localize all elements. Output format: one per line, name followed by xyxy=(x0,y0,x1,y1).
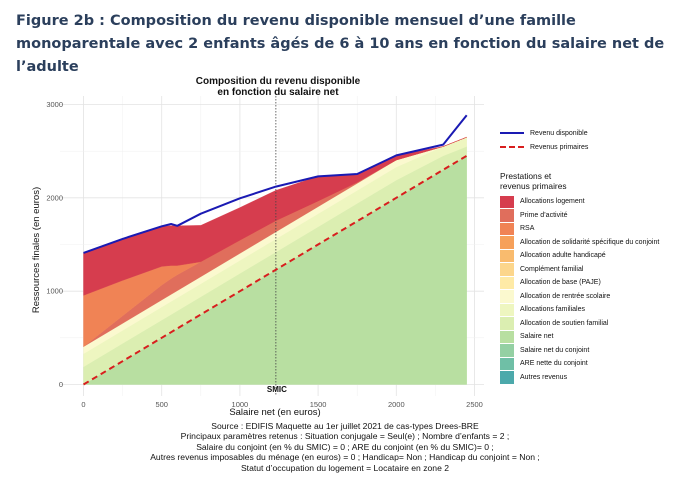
legend-item: RSA xyxy=(500,222,685,236)
legend-swatch xyxy=(500,236,514,249)
legend-swatch xyxy=(500,317,514,330)
chart-title-line-1: Composition du revenu disponible xyxy=(195,76,361,87)
x-tick-label: 0 xyxy=(81,400,85,409)
legend-line-item: Revenus primaires xyxy=(500,140,685,154)
legend-swatch xyxy=(500,344,514,357)
legend-item-label: Allocations logement xyxy=(520,198,585,206)
chart-title-line-2: en fonction du salaire net xyxy=(217,87,339,98)
source-line: Autres revenus imposables du ménage (en … xyxy=(150,452,540,463)
legend-swatch xyxy=(500,357,514,370)
legend-item-label: Allocation de rentrée scolaire xyxy=(520,292,611,300)
legend-item: Allocation de base (PAJE) xyxy=(500,276,685,290)
legend-item: Allocation adulte handicapé xyxy=(500,249,685,263)
legend-title: Prestations et revenus primaires xyxy=(500,171,685,191)
line-revenus-primaires xyxy=(82,154,468,386)
legend-line-label: Revenu disponible xyxy=(530,129,588,137)
legend-item-label: RSA xyxy=(520,225,535,233)
legend-item: Allocation de solidarité spécifique du c… xyxy=(500,236,685,250)
legend-item: Allocations familiales xyxy=(500,303,685,317)
x-tick-label: 2000 xyxy=(388,400,405,409)
legend-line-swatch xyxy=(500,146,524,148)
x-axis-label: Salaire net (en euros) xyxy=(229,407,320,418)
legend-title-line-2: revenus primaires xyxy=(500,180,567,191)
y-axis-label: Ressources finales (en euros) xyxy=(31,187,42,313)
series-lines xyxy=(82,114,468,386)
legend-item: Autres revenus xyxy=(500,371,685,385)
legend-item: Allocation de rentrée scolaire xyxy=(500,290,685,304)
figure-title: Figure 2b : Composition du revenu dispon… xyxy=(16,13,665,75)
legend-swatch xyxy=(500,263,514,276)
y-tick-label: 2000 xyxy=(46,193,63,202)
source-line: Statut d’occupation du logement = Locata… xyxy=(240,462,450,473)
legend-item: ARE nette du conjoint xyxy=(500,357,685,371)
legend-line-label: Revenus primaires xyxy=(530,143,589,151)
legend-item: Salaire net du conjoint xyxy=(500,344,685,358)
axis-ticks: 0 500 1000 1500 2000 2500 0 1000 2000 3000 xyxy=(46,100,483,409)
source-line: Source : EDIFIS Maquette au 1er juillet … xyxy=(211,421,479,431)
legend-item-label: Allocation de base (PAJE) xyxy=(520,279,601,287)
legend-swatch xyxy=(500,303,514,316)
legend: Revenu disponible Revenus primaires Prest… xyxy=(500,126,685,384)
legend-item: Salaire net xyxy=(500,330,685,344)
y-tick-label: 0 xyxy=(59,380,63,389)
y-tick-label: 1000 xyxy=(46,287,63,296)
legend-item: Prime d’activité xyxy=(500,209,685,223)
legend-swatch xyxy=(500,290,514,303)
legend-item-label: Salaire net xyxy=(520,333,554,341)
legend-item: Complément familial xyxy=(500,263,685,277)
x-tick-label: 1000 xyxy=(232,400,249,409)
legend-lines: Revenu disponible Revenus primaires xyxy=(500,126,685,154)
chart-title: Composition du revenu disponible en fonc… xyxy=(160,76,396,98)
source-line: Principaux paramètres retenus : Situatio… xyxy=(180,431,510,442)
legend-items: Allocations logement Prime d’activité RSA A… xyxy=(500,195,685,384)
legend-item-label: Allocations familiales xyxy=(520,306,585,314)
legend-item-label: Allocation de soutien familial xyxy=(520,319,609,327)
legend-line-item: Revenu disponible xyxy=(500,126,685,140)
legend-swatch xyxy=(500,330,514,343)
legend-item-label: Salaire net du conjoint xyxy=(520,346,590,354)
source-notes: Source : EDIFIS Maquette au 1er juillet … xyxy=(100,421,590,473)
legend-item-label: Complément familial xyxy=(520,265,584,273)
source-line: Salaire du conjoint (en % du SMIC) = 0 ;… xyxy=(196,441,494,452)
legend-item-label: Allocation de solidarité spécifique du c… xyxy=(520,238,660,246)
line-revenu-disponible xyxy=(83,114,468,254)
legend-swatch xyxy=(500,371,514,384)
y-tick-label: 3000 xyxy=(46,100,63,109)
legend-item: Allocation de soutien familial xyxy=(500,317,685,331)
legend-swatch xyxy=(500,222,514,235)
legend-swatch xyxy=(500,209,514,222)
x-tick-label: 500 xyxy=(155,400,168,409)
legend-item-label: ARE nette du conjoint xyxy=(520,360,588,368)
legend-swatch xyxy=(500,249,514,262)
legend-title-line-1: Prestations et xyxy=(500,171,552,181)
legend-item: Allocations logement xyxy=(500,195,685,209)
smic-label: SMIC xyxy=(267,385,287,394)
legend-item-label: Autres revenus xyxy=(520,373,568,381)
x-tick-label: 2500 xyxy=(466,400,483,409)
legend-item-label: Prime d’activité xyxy=(520,211,568,219)
legend-swatch xyxy=(500,276,514,289)
legend-item-label: Allocation adulte handicapé xyxy=(520,252,606,260)
area-allocations-logement xyxy=(83,137,467,296)
legend-swatch xyxy=(500,195,514,208)
smic-marker: SMIC xyxy=(267,96,287,396)
x-tick-label: 1500 xyxy=(310,400,327,409)
legend-line-swatch xyxy=(500,132,524,134)
